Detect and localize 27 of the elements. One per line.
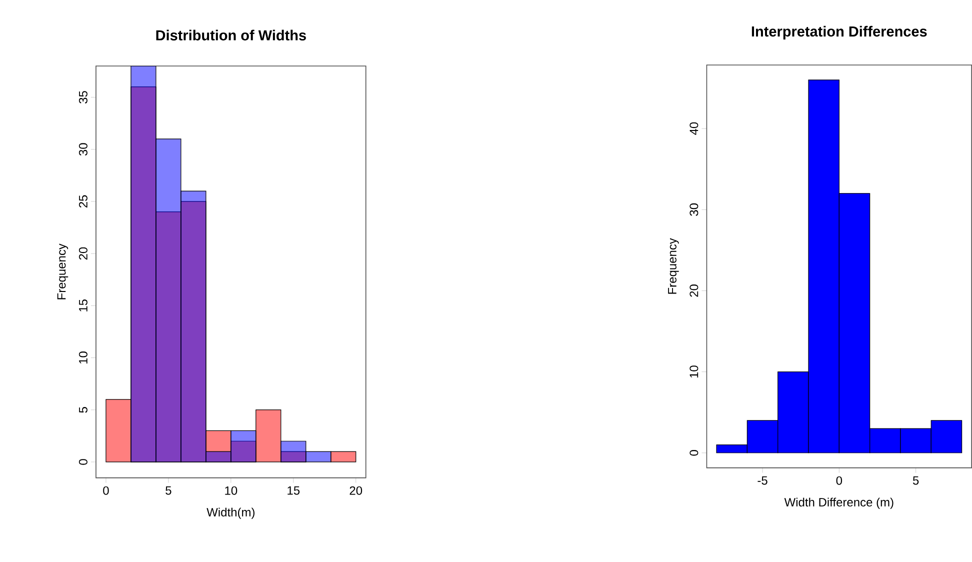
y-tick-label: 10	[78, 352, 88, 364]
y-tick-label: 25	[78, 195, 88, 208]
x-axis-title: Width(m)	[206, 508, 254, 519]
y-tick-label: 20	[690, 284, 698, 297]
y-axis-title: Frequency	[668, 238, 679, 294]
x-tick-label: 0	[836, 476, 842, 485]
x-tick-label: 10	[225, 486, 238, 495]
chart-title: Interpretation Differences	[752, 26, 927, 40]
y-tick-label: 10	[690, 366, 698, 378]
x-tick-label: 5	[166, 486, 172, 495]
x-tick-label: 20	[350, 486, 362, 495]
chart-title: Distribution of Widths	[156, 30, 306, 41]
x-axis-title: Width Difference (m)	[784, 498, 894, 509]
y-tick-label: 0	[690, 450, 698, 456]
y-tick-label: 30	[78, 143, 88, 156]
y-tick-label: 40	[690, 122, 698, 136]
x-tick-label: 0	[103, 486, 109, 495]
y-axis-title: Frequency	[57, 244, 68, 300]
y-tick-label: 15	[79, 300, 88, 312]
x-tick-label: 15	[288, 486, 300, 495]
y-tick-label: 30	[690, 204, 698, 216]
x-tick-label: 5	[912, 476, 919, 485]
y-tick-label: 0	[78, 459, 88, 465]
y-tick-label: 20	[78, 247, 88, 260]
y-tick-label: 5	[79, 407, 88, 413]
y-tick-label: 35	[78, 91, 88, 104]
x-tick-label: -5	[758, 476, 768, 485]
